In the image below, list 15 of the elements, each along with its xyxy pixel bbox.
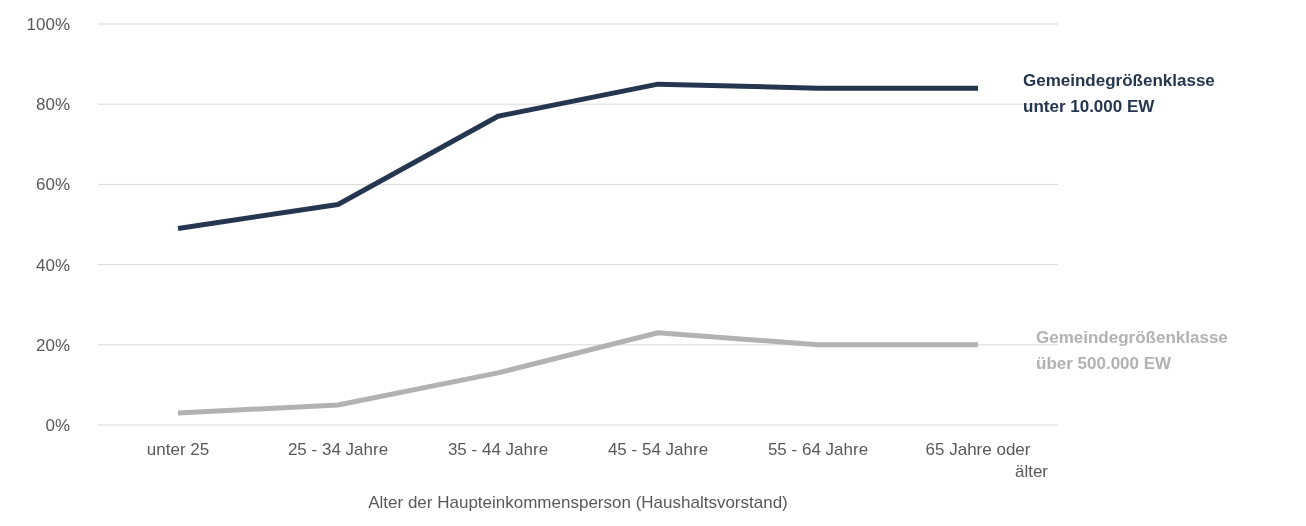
y-tick-label: 0% — [45, 416, 70, 436]
y-tick-label: 20% — [35, 335, 70, 355]
y-tick-label: 100% — [26, 15, 70, 35]
x-tick-label: 55 - 64 Jahre — [767, 440, 869, 459]
y-tick-label: 60% — [35, 175, 70, 195]
x-axis-title: Alter der Haupteinkommensperson (Haushaltsvorstand) — [368, 493, 788, 512]
y-tick-label: 40% — [35, 255, 70, 275]
x-tick-label: 65 Jahre oder älter — [925, 440, 1049, 481]
x-tick-label: 35 - 44 Jahre — [447, 440, 549, 459]
text: Gemeindegrößenklasse über 500.000 EW — [1036, 327, 1228, 373]
x-tick-label: unter 25 — [146, 440, 210, 459]
x-tick-label: 25 - 34 Jahre — [287, 440, 389, 459]
x-tick-label: 45 - 54 Jahre — [607, 440, 709, 459]
y-tick-label: 80% — [35, 95, 70, 115]
text: Gemeindegrößenklasse unter 10.000 EW — [1023, 71, 1215, 117]
